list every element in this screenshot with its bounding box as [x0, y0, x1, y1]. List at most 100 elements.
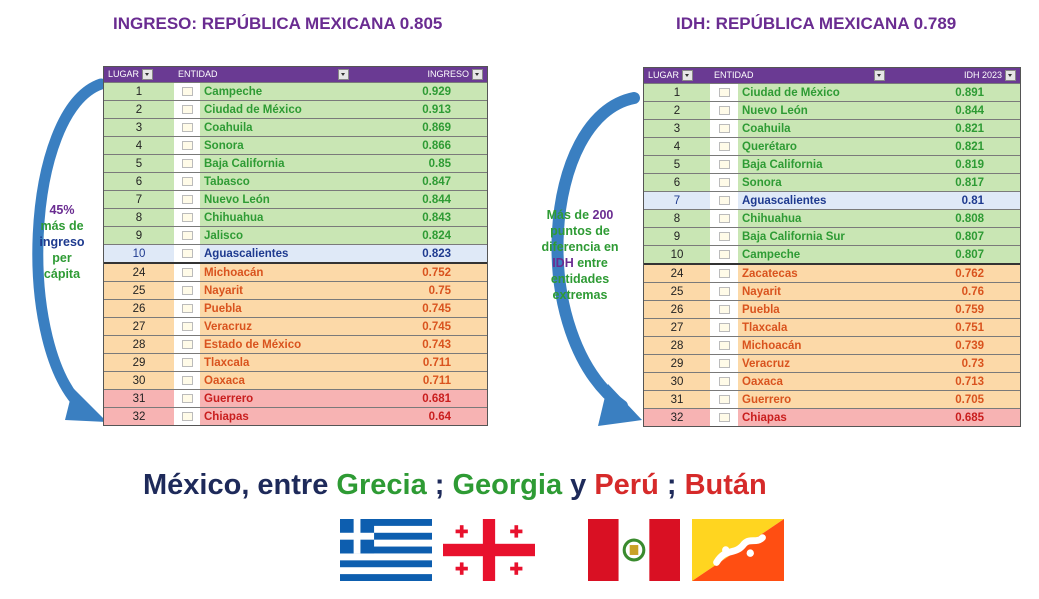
filter-dropdown-icon[interactable]	[682, 70, 694, 82]
rank-cell: 29	[104, 353, 174, 372]
entity-cell: Veracruz	[738, 354, 917, 373]
flag-icon	[718, 213, 730, 223]
entity-cell: Nayarit	[738, 282, 917, 301]
state-flag-icon	[710, 300, 738, 319]
income-table-title: INGRESO: REPÚBLICA MEXICANA 0.805	[113, 14, 443, 33]
column-header-lugar[interactable]: LUGAR	[644, 68, 710, 84]
value-cell: 0.711	[380, 371, 488, 390]
table-row: 31 Guerrero 0.681	[104, 389, 488, 408]
table-row: 26 Puebla 0.759	[644, 300, 1021, 319]
value-cell: 0.752	[380, 262, 488, 282]
sort-dropdown-icon[interactable]	[472, 69, 484, 81]
rank-cell: 4	[644, 137, 710, 156]
rank-cell: 5	[644, 155, 710, 174]
flag-icon	[181, 321, 193, 331]
state-flag-icon	[174, 317, 200, 336]
value-cell: 0.807	[916, 245, 1021, 264]
caption-and: y	[562, 469, 595, 501]
state-flag-icon	[710, 408, 738, 426]
rank-cell: 7	[104, 190, 174, 209]
note-text: Más de	[546, 208, 593, 222]
state-flag-icon	[710, 318, 738, 337]
note-line: extremas	[552, 288, 608, 302]
table-row: 6 Sonora 0.817	[644, 173, 1021, 192]
note-line: diferencia en	[541, 240, 619, 254]
value-cell: 0.929	[380, 82, 488, 101]
flag-icon	[181, 248, 193, 258]
rank-cell: 1	[104, 82, 174, 101]
caption-bhutan: Bután	[684, 469, 767, 501]
table-row: 28 Estado de México 0.743	[104, 335, 488, 354]
table-row: 32 Chiapas 0.685	[644, 408, 1021, 426]
table-row: 8 Chihuahua 0.843	[104, 208, 488, 227]
state-flag-icon	[174, 262, 200, 282]
entity-cell: Puebla	[738, 300, 917, 319]
rank-cell: 1	[644, 83, 710, 102]
table-row: 8 Chihuahua 0.808	[644, 209, 1021, 228]
table-row: 28 Michoacán 0.739	[644, 336, 1021, 355]
state-flag-icon	[710, 101, 738, 120]
entity-cell: Campeche	[738, 245, 917, 264]
table-row: 1 Campeche 0.929	[104, 82, 488, 101]
flag-icon	[718, 268, 730, 278]
header-label: IDH 2023	[963, 69, 1003, 80]
rank-cell: 8	[644, 209, 710, 228]
state-flag-icon	[174, 353, 200, 372]
table-row: 24 Michoacán 0.752	[104, 262, 488, 282]
entity-cell: Chihuahua	[738, 209, 917, 228]
table-row: 25 Nayarit 0.76	[644, 282, 1021, 301]
state-flag-icon	[710, 137, 738, 156]
value-cell: 0.711	[380, 353, 488, 372]
rank-cell: 10	[104, 244, 174, 263]
entity-cell: Coahuila	[738, 119, 917, 138]
entity-cell: Zacatecas	[738, 263, 917, 283]
column-header-idh[interactable]: IDH 2023	[916, 68, 1021, 84]
state-flag-icon	[174, 371, 200, 390]
table-row: 25 Nayarit 0.75	[104, 281, 488, 300]
filter-dropdown-icon[interactable]	[873, 70, 885, 82]
value-cell: 0.821	[916, 137, 1021, 156]
entity-cell: Nuevo León	[738, 101, 917, 120]
column-header-entidad[interactable]: ENTIDAD	[710, 68, 917, 84]
rank-cell: 6	[644, 173, 710, 192]
entity-cell: Oaxaca	[200, 371, 381, 390]
header-label: ENTIDAD	[178, 68, 218, 79]
caption-text: México, entre	[143, 469, 337, 501]
note-idh: IDH	[552, 256, 574, 270]
value-cell: 0.891	[916, 83, 1021, 102]
flag-icon	[718, 105, 730, 115]
table-row: 29 Veracruz 0.73	[644, 354, 1021, 373]
income-ranking-table: LUGAR ENTIDAD INGRESO 1 Campeche 0.929 2 Ciu…	[103, 66, 488, 426]
flag-icon	[718, 177, 730, 187]
state-flag-icon	[710, 372, 738, 391]
state-flag-icon	[710, 173, 738, 192]
state-flag-icon	[174, 281, 200, 300]
column-header-entidad[interactable]: ENTIDAD	[174, 67, 381, 83]
value-cell: 0.913	[380, 100, 488, 119]
flag-icon	[718, 322, 730, 332]
rank-cell: 2	[104, 100, 174, 119]
table-row: 1 Ciudad de México 0.891	[644, 83, 1021, 102]
filter-dropdown-icon[interactable]	[337, 69, 349, 81]
entity-cell: Nuevo León	[200, 190, 381, 209]
column-header-lugar[interactable]: LUGAR	[104, 67, 174, 83]
entity-cell: Aguascalientes	[738, 191, 917, 210]
rank-cell: 10	[644, 245, 710, 264]
table-row: 3 Coahuila 0.869	[104, 118, 488, 137]
state-flag-icon	[174, 407, 200, 425]
rank-cell: 4	[104, 136, 174, 155]
flag-icon	[718, 286, 730, 296]
sort-dropdown-icon[interactable]	[1005, 70, 1017, 82]
filter-dropdown-icon[interactable]	[142, 69, 154, 81]
entity-cell: Michoacán	[738, 336, 917, 355]
rank-cell: 26	[104, 299, 174, 318]
rank-cell: 9	[104, 226, 174, 245]
flag-icon	[181, 176, 193, 186]
greece-flag	[340, 519, 432, 581]
entity-cell: Guerrero	[200, 389, 381, 408]
bhutan-flag	[692, 519, 784, 581]
column-header-ingreso[interactable]: INGRESO	[380, 67, 488, 83]
flag-icon	[718, 195, 730, 205]
caption-greece: Grecia	[336, 469, 427, 501]
table-row: 10 Aguascalientes 0.823	[104, 244, 488, 263]
